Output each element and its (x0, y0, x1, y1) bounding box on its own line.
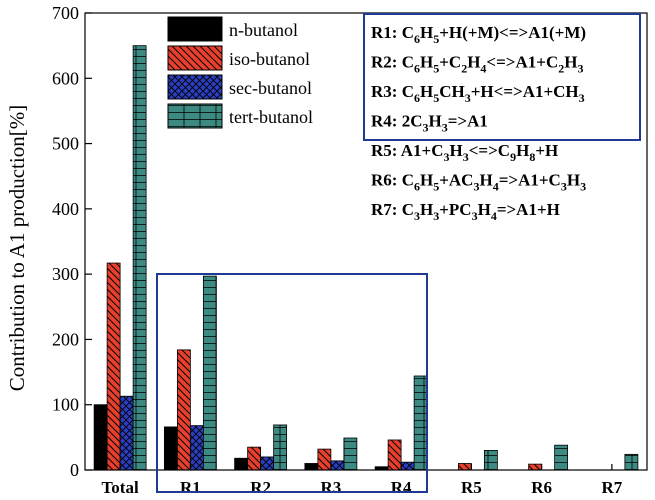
legend-label: tert-butanol (229, 107, 313, 127)
y-tick-label: 300 (52, 264, 79, 284)
legend-label: sec-butanol (229, 78, 312, 98)
reactions-highlight-box (363, 13, 641, 141)
highlight-box (156, 273, 428, 493)
bar-r2-tert-butanol (273, 424, 288, 471)
bar-r1-sec-butanol (189, 425, 204, 471)
bar-total-iso-butanol (106, 262, 121, 471)
bar-r4-sec-butanol (400, 461, 415, 471)
legend-label: n-butanol (229, 20, 298, 40)
bar-r4-iso-butanol (387, 439, 402, 471)
y-tick-label: 600 (52, 68, 79, 88)
reaction-r6: R6: C6H5+AC3H4=>A1+C3H3 (371, 171, 586, 194)
bar-r2-sec-butanol (260, 456, 275, 471)
bar-r3-n-butanol (304, 463, 319, 471)
x-tick-label: R3 (320, 478, 341, 497)
bar-r1-iso-butanol (176, 349, 191, 471)
x-tick-label: R1 (180, 478, 201, 497)
y-tick-label: 500 (52, 134, 79, 154)
reaction-r7: R7: C3H3+PC3H4=>A1+H (371, 200, 560, 223)
x-tick-label: R5 (461, 478, 482, 497)
bar-total-sec-butanol (119, 395, 134, 471)
bar-r5-iso-butanol (457, 463, 472, 471)
legend-swatch (167, 103, 223, 129)
y-tick-label: 0 (70, 460, 79, 480)
bar-r2-iso-butanol (247, 446, 262, 471)
x-tick-label: R7 (601, 478, 622, 497)
bar-r7-tert-butanol (624, 453, 639, 471)
reaction-r4: R4: 2C3H3=>A1 (371, 112, 488, 135)
bar-r3-iso-butanol (317, 448, 332, 471)
legend-swatch (167, 74, 223, 100)
bar-r2-n-butanol (234, 457, 249, 471)
bar-r3-sec-butanol (330, 460, 345, 471)
bar-r6-iso-butanol (528, 463, 543, 471)
reaction-r2: R2: C6H5+C2H4<=>A1+C2H3 (371, 53, 583, 76)
reaction-list: R1: C6H5+H(+M)<=>A1(+M) R2: C6H5+C2H4<=>A… (371, 23, 586, 223)
reaction-r3: R3: C6H5CH3+H<=>A1+CH3 (371, 82, 585, 105)
x-tick-label: Total (102, 478, 139, 497)
bar-total-n-butanol (93, 404, 108, 471)
y-tick-label: 100 (52, 395, 79, 415)
legend-swatch (167, 16, 223, 42)
y-tick-label: 700 (52, 3, 79, 23)
x-tick-label: R4 (391, 478, 412, 497)
legend-label: iso-butanol (229, 49, 310, 69)
reaction-r1: R1: C6H5+H(+M)<=>A1(+M) (371, 23, 586, 46)
y-tick-label: 400 (52, 199, 79, 219)
reaction-r5: R5: A1+C3H3<=>C9H8+H (371, 141, 558, 164)
y-axis-label: Contribution to A1 production[%] (5, 105, 29, 391)
bar-r1-tert-butanol (202, 275, 217, 471)
legend-swatch (167, 45, 223, 71)
legend: n-butanol iso-butanol sec-butanol tert-buta… (167, 16, 313, 129)
x-tick-label: R2 (250, 478, 271, 497)
bar-r6-tert-butanol (554, 444, 569, 471)
bar-total-tert-butanol (132, 45, 147, 471)
bar-r5-tert-butanol (483, 450, 498, 471)
x-tick-label: R6 (531, 478, 552, 497)
bar-r3-tert-butanol (343, 437, 358, 471)
y-tick-label: 200 (52, 329, 79, 349)
bar-r1-n-butanol (163, 426, 178, 471)
bar-r4-tert-butanol (413, 375, 428, 471)
